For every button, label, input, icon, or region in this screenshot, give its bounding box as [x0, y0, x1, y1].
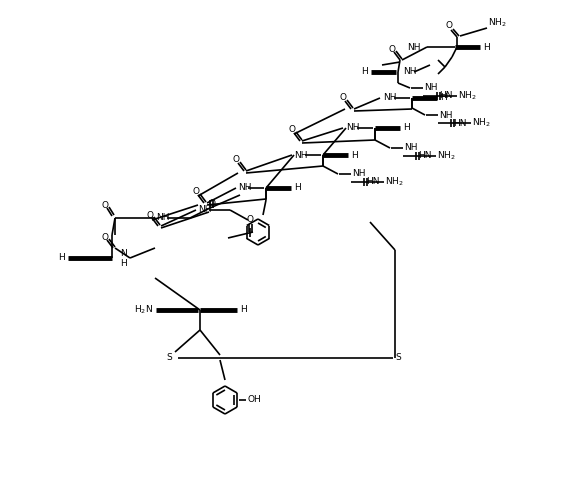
Text: NH: NH [403, 68, 416, 76]
Text: O: O [340, 94, 346, 103]
Text: NH: NH [156, 214, 170, 223]
Text: NH: NH [407, 43, 421, 51]
Text: H: H [351, 151, 358, 159]
Text: HN: HN [439, 92, 453, 100]
Text: H: H [483, 43, 490, 51]
Text: O: O [445, 22, 453, 31]
Text: NH: NH [238, 183, 251, 192]
Text: O: O [246, 216, 254, 225]
Text: H: H [361, 68, 368, 76]
Text: NH$_2$: NH$_2$ [385, 176, 403, 188]
Text: OH: OH [247, 396, 261, 405]
Text: H: H [240, 305, 247, 314]
Text: H: H [440, 94, 447, 103]
Text: H: H [403, 123, 410, 132]
Text: NH$_2$: NH$_2$ [458, 90, 477, 102]
Text: O: O [208, 200, 215, 208]
Text: O: O [389, 45, 396, 53]
Text: O: O [233, 156, 240, 165]
Text: H: H [58, 253, 65, 263]
Text: O: O [102, 201, 108, 209]
Text: H$_2$N: H$_2$N [134, 304, 153, 316]
Text: NH: NH [383, 94, 397, 103]
Text: H: H [120, 259, 127, 267]
Text: NH: NH [424, 84, 437, 93]
Text: HN: HN [366, 178, 380, 187]
Text: NH: NH [439, 110, 453, 120]
Text: O: O [102, 232, 108, 241]
Text: NH: NH [346, 123, 359, 132]
Text: NH: NH [198, 205, 211, 215]
Text: NH$_2$: NH$_2$ [472, 117, 490, 129]
Text: O: O [146, 211, 154, 219]
Text: NH: NH [294, 151, 307, 159]
Text: S: S [166, 353, 172, 362]
Text: H: H [294, 183, 301, 192]
Text: NH: NH [404, 144, 418, 153]
Text: S: S [395, 353, 401, 362]
Text: N: N [120, 249, 127, 257]
Text: HN: HN [453, 119, 467, 128]
Text: O: O [289, 125, 295, 134]
Text: O: O [193, 188, 199, 196]
Text: NH$_2$: NH$_2$ [437, 150, 455, 162]
Text: NH$_2$: NH$_2$ [488, 17, 507, 29]
Text: NH: NH [352, 169, 366, 179]
Text: HN: HN [418, 152, 432, 160]
